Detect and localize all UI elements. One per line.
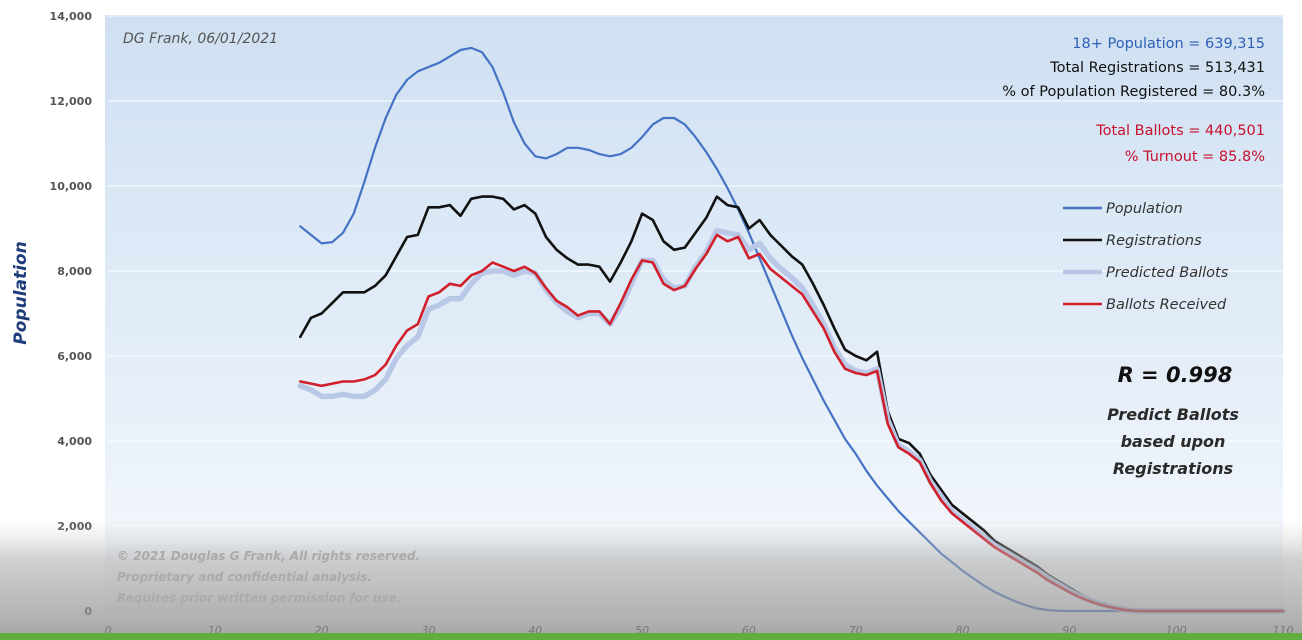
y-tick-label: 4,000 <box>57 435 92 448</box>
y-tick-label: 14,000 <box>50 10 93 23</box>
stats-block: 18+ Population = 639,315 Total Registrat… <box>1002 36 1265 165</box>
legend-label-population: Population <box>1106 201 1183 217</box>
stat-population: 18+ Population = 639,315 <box>1072 36 1265 52</box>
y-tick-label: 6,000 <box>57 350 92 363</box>
bottom-accent-bar <box>0 633 1302 640</box>
copyright-line2: Proprietary and confidential analysis. <box>117 570 372 584</box>
plot-background <box>105 15 1283 611</box>
y-axis-label: Population <box>11 241 31 344</box>
legend-label-ballots-received: Ballots Received <box>1106 297 1227 313</box>
stat-registrations: Total Registrations = 513,431 <box>1049 60 1265 76</box>
stat-pct-registered: % of Population Registered = 80.3% <box>1002 84 1265 100</box>
bottom-fade-overlay <box>0 520 1302 633</box>
stat-total-ballots: Total Ballots = 440,501 <box>1095 123 1265 139</box>
legend-label-predicted-ballots: Predicted Ballots <box>1106 265 1229 281</box>
r-value: R = 0.998 <box>1118 363 1233 387</box>
stat-turnout: % Turnout = 85.8% <box>1125 149 1265 165</box>
y-tick-label: 10,000 <box>50 180 93 193</box>
copyright-line3: Requires prior written permission for us… <box>117 591 401 605</box>
y-tick-label: 12,000 <box>50 95 93 108</box>
prediction-note-line3: Registrations <box>1113 459 1233 478</box>
prediction-note-line2: based upon <box>1121 432 1226 451</box>
chart-credit: DG Frank, 06/01/2021 <box>123 31 278 47</box>
y-tick-label: 8,000 <box>57 265 92 278</box>
legend: Population Registrations Predicted Ballots… <box>1063 201 1229 313</box>
prediction-note-line1: Predict Ballots <box>1107 405 1239 424</box>
legend-label-registrations: Registrations <box>1106 233 1202 249</box>
copyright-line1: © 2021 Douglas G Frank, All rights reser… <box>117 549 420 563</box>
